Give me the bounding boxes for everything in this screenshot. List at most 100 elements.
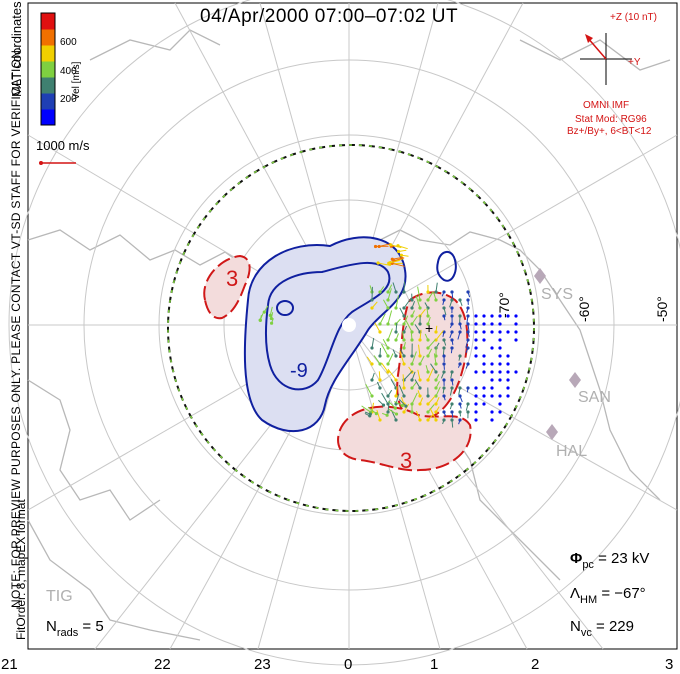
velocity-vector-origin: [378, 330, 382, 334]
velocity-vector-origin: [418, 322, 422, 326]
velocity-vector-origin: [458, 402, 462, 406]
velocity-vector-origin: [426, 410, 430, 414]
velocity-vector: [374, 322, 381, 333]
velocity-vector-origin: [410, 322, 414, 326]
velocity-vector: [365, 383, 373, 397]
velocity-vector-origin: [378, 362, 382, 366]
velocity-vector-origin: [482, 322, 486, 326]
velocity-vector-origin: [386, 338, 390, 342]
velocity-vector-origin: [426, 338, 430, 342]
velocity-vector-origin: [506, 330, 510, 334]
fit-order-label: FitOrder: 8, mapEX format: [14, 499, 28, 640]
latitude-label-70: -70°: [496, 292, 512, 318]
velocity-vector: [381, 392, 389, 405]
velocity-vector-origin: [458, 354, 462, 358]
hm-boundary-highlight: [167, 144, 535, 512]
velocity-vector-origin: [426, 290, 430, 294]
velocity-vector-origin: [498, 346, 502, 350]
velocity-vector-origin: [442, 314, 446, 318]
velocity-vector: [382, 339, 389, 349]
velocity-vector-origin: [442, 394, 446, 398]
negative-contour-label: -9: [290, 360, 308, 382]
color-scale-band: [41, 93, 55, 110]
velocity-vector-origin: [426, 418, 430, 422]
velocity-vector-origin: [498, 402, 502, 406]
velocity-vector-origin: [442, 362, 446, 366]
velocity-vector-origin: [394, 418, 398, 422]
velocity-vector: [381, 362, 389, 373]
velocity-vector-origin: [466, 402, 470, 406]
velocity-vector-origin: [490, 322, 494, 326]
velocity-vector-origin: [410, 410, 414, 414]
velocity-vector-origin: [396, 249, 401, 254]
velocity-vector: [381, 343, 389, 357]
velocity-vector: [403, 370, 413, 381]
velocity-vector-origin: [387, 261, 391, 265]
negative-contour-small: [436, 251, 457, 282]
velocity-vector-origin: [450, 298, 454, 302]
velocity-vector-origin: [402, 362, 406, 366]
velocity-vector-origin: [474, 338, 478, 342]
velocity-vector-origin: [410, 298, 414, 302]
velocity-vector: [427, 368, 434, 381]
velocity-vector-origin: [402, 386, 406, 390]
pole-marker: [342, 318, 356, 332]
color-scale-band: [41, 61, 55, 78]
velocity-vector: [395, 386, 398, 397]
velocity-vector-origin: [418, 306, 422, 310]
velocity-vector-origin: [442, 354, 446, 358]
velocity-vector-origin: [450, 314, 454, 318]
velocity-vector-origin: [506, 394, 510, 398]
velocity-vector: [387, 288, 392, 301]
hm-boundary-latitude: ΛHM = −67°: [570, 585, 646, 606]
velocity-vector-origin: [450, 410, 454, 414]
velocity-vector-origin: [386, 354, 390, 358]
velocity-vector-origin: [514, 314, 518, 318]
velocity-vector-origin: [374, 412, 378, 416]
velocity-vectors: [258, 243, 518, 428]
velocity-color-scale: [41, 13, 55, 126]
nvc-value: = 229: [596, 618, 634, 635]
velocity-vector-origin: [474, 346, 478, 350]
scale-tick-600: 600: [60, 37, 77, 48]
station-label-san: SAN: [578, 389, 611, 406]
color-scale-band: [41, 109, 55, 126]
velocity-vector-origin: [434, 290, 438, 294]
color-scale-frame: [40, 12, 56, 126]
scale-tick-200: 200: [60, 94, 77, 105]
velocity-vector-origin: [458, 386, 462, 390]
mlt-label-3: 3: [665, 656, 674, 673]
velocity-vector-origin: [514, 338, 518, 342]
station-label-sys: SYS: [541, 286, 574, 303]
velocity-vector-origin: [386, 362, 390, 366]
positive-potential-cell-bottom: [337, 405, 472, 472]
imf-vector-arrow: [585, 34, 607, 60]
velocity-vector-origin: [386, 394, 390, 398]
velocity-vector: [411, 351, 417, 365]
velocity-vector-origin: [490, 314, 494, 318]
nrads-value: = 5: [82, 618, 104, 635]
velocity-vector-origin: [450, 330, 454, 334]
velocity-vector-origin: [418, 354, 422, 358]
station-marker-hal: [546, 424, 558, 440]
velocity-vector-origin: [426, 402, 430, 406]
velocity-vector-origin: [268, 313, 272, 318]
velocity-vector-origin: [506, 314, 510, 318]
velocity-vector-origin: [262, 310, 266, 314]
velocity-vector-origin: [466, 290, 470, 294]
velocity-vector-origin: [474, 322, 478, 326]
velocity-vector-origin: [450, 306, 454, 310]
positive-potential-cell-top: [203, 254, 251, 320]
station-label-tig: TIG: [46, 588, 73, 605]
velocity-vector-origin: [394, 378, 398, 382]
velocity-vector-origin: [498, 370, 502, 374]
velocity-vector-origin: [498, 410, 502, 414]
velocity-vector-origin: [434, 418, 438, 422]
velocity-vector: [435, 386, 441, 397]
velocity-vector-origin: [490, 346, 494, 350]
latitude-label-60: -60°: [576, 296, 592, 322]
velocity-vector-origin: [442, 418, 446, 422]
velocity-vector-origin: [434, 394, 438, 398]
velocity-vector-origin: [482, 330, 486, 334]
station-marker-san: [569, 372, 581, 388]
